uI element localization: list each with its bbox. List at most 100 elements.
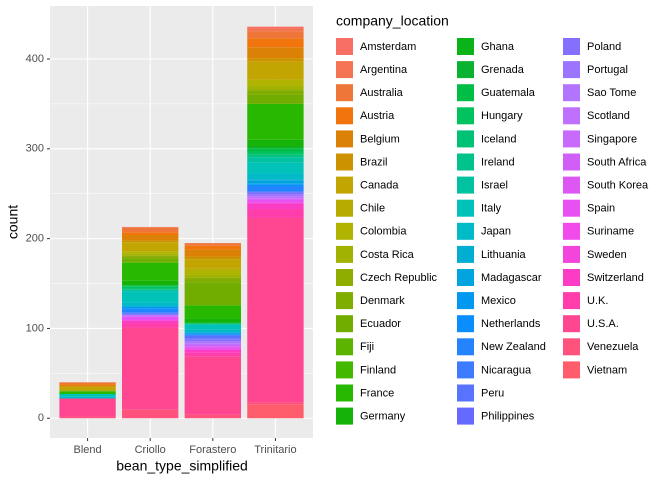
bar-segment (122, 253, 179, 256)
legend-label: Sao Tome (587, 87, 636, 99)
bar-segment (122, 323, 179, 328)
legend-key (336, 384, 353, 402)
legend-key (336, 292, 353, 310)
legend-label: U.S.A. (587, 318, 619, 330)
bar-segment (122, 288, 179, 290)
bar-segment (247, 61, 304, 80)
legend-label: Venezuela (587, 341, 639, 353)
legend-key (457, 384, 474, 402)
bar-segment (184, 332, 241, 334)
legend-key (336, 361, 353, 379)
legend-key (457, 107, 474, 125)
legend-key (457, 61, 474, 79)
bar-segment (122, 409, 179, 419)
legend-key (457, 361, 474, 379)
bar-segment (184, 338, 241, 340)
bar-segment (122, 316, 179, 321)
bar-segment (122, 251, 179, 254)
legend-label: Austria (360, 110, 395, 122)
bar-segment (247, 28, 304, 32)
x-tick-label: Blend (74, 444, 102, 456)
bar-segment (184, 270, 241, 275)
bar-segment (247, 89, 304, 91)
bar-segment (247, 26, 304, 29)
bar-segment (122, 320, 179, 324)
legend-key (336, 38, 353, 55)
bar-segment (247, 157, 304, 163)
bar-segment (122, 306, 179, 309)
bar-segment (122, 314, 179, 315)
bar-segment (247, 183, 304, 185)
bar-segment (122, 291, 179, 303)
legend-label: Iceland (481, 133, 516, 145)
legend-label: Poland (587, 41, 621, 53)
bar-segment (184, 249, 241, 257)
bar-segment (184, 274, 241, 278)
y-tick-label: 0 (38, 412, 44, 424)
legend-key (336, 338, 353, 356)
legend-label: Japan (481, 226, 511, 238)
bar-segment (59, 386, 116, 391)
bar-segment (184, 356, 241, 415)
legend-label: South Africa (587, 156, 647, 168)
legend-key (563, 222, 580, 240)
legend-key (336, 407, 353, 425)
bar-segment (122, 327, 179, 410)
legend-key (563, 153, 580, 171)
legend-label: Spain (587, 203, 615, 215)
legend-label: Chile (360, 203, 385, 215)
bar-segment (247, 186, 304, 192)
bar-segment (247, 199, 304, 200)
bar-segment (122, 235, 179, 241)
bar-segment (247, 38, 304, 48)
bar-segment (247, 58, 304, 62)
legend-key (563, 361, 580, 379)
x-axis-title: bean_type_simplified (116, 458, 248, 474)
legend-label: Italy (481, 203, 502, 215)
bar-segment (122, 242, 179, 252)
bar-segment (122, 286, 179, 289)
legend-label: Ireland (481, 156, 515, 168)
bar-segment (247, 180, 304, 184)
legend-key (563, 61, 580, 79)
legend-label: Czech Republic (360, 272, 438, 284)
legend-label: Suriname (587, 226, 634, 238)
bar-segment (59, 398, 116, 417)
bar-segment (247, 47, 304, 59)
legend-label: Canada (360, 180, 399, 192)
legend-key (563, 38, 580, 55)
x-tick-label: Criollo (135, 444, 166, 456)
legend-label: New Zealand (481, 341, 546, 353)
legend-label: Ecuador (360, 318, 401, 330)
bar-segment (184, 245, 241, 250)
y-axis-title: count (5, 205, 21, 239)
legend-label: Brazil (360, 156, 388, 168)
legend-label: Israel (481, 180, 508, 192)
bar-segment (184, 329, 241, 333)
bar-segment (184, 334, 241, 336)
legend-key (336, 199, 353, 217)
bar-segment (247, 79, 304, 86)
legend-label: Portugal (587, 64, 628, 76)
bar-segment (122, 280, 179, 286)
legend-key (563, 245, 580, 263)
bar-segment (247, 194, 304, 196)
legend-key (563, 107, 580, 125)
bar-segment (247, 155, 304, 158)
legend-key (336, 130, 353, 148)
bar-segment (184, 339, 241, 342)
legend-key (563, 338, 580, 356)
legend-label: Ghana (481, 41, 515, 53)
legend-key (563, 130, 580, 148)
legend-key (457, 338, 474, 356)
bar-segment (184, 349, 241, 350)
bar-segment (122, 285, 179, 287)
legend-label: Costa Rica (360, 249, 415, 261)
bar-segment (122, 232, 179, 236)
bar-segment (184, 349, 241, 353)
bar-segment (247, 85, 304, 90)
bar-segment (184, 305, 241, 319)
bar-segment (184, 282, 241, 306)
legend-label: Madagascar (481, 272, 542, 284)
bar-segment (122, 258, 179, 262)
